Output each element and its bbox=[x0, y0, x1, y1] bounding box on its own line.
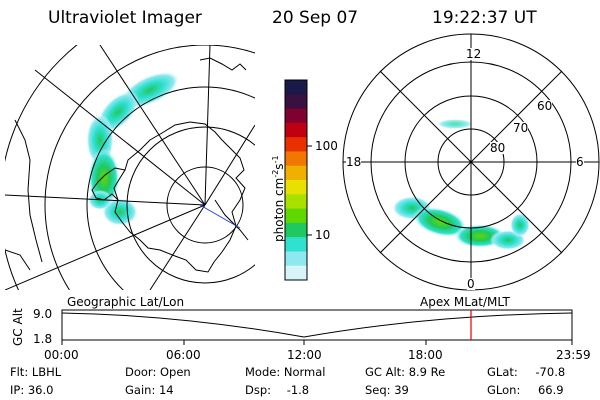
mlt-label-18: 18 bbox=[346, 155, 362, 169]
coastline-peninsula bbox=[91, 167, 126, 201]
ip-field: IP: 36.0 bbox=[10, 383, 54, 397]
geographic-map bbox=[5, 45, 255, 290]
mode-field: Mode: Normal bbox=[245, 365, 326, 379]
coastline-outer bbox=[5, 57, 249, 271]
timeline-x-tick-0: 00:00 bbox=[44, 348, 79, 362]
flt-field: Flt: LBHL bbox=[10, 365, 62, 379]
timeline-y-label: GC Alt bbox=[11, 308, 25, 346]
coastline bbox=[113, 121, 246, 273]
mlt-label-6: 6 bbox=[576, 155, 584, 169]
aurora-emission-right bbox=[392, 119, 530, 250]
timeline-ticks bbox=[61, 340, 573, 345]
colorbar-segment bbox=[285, 151, 307, 167]
mlt-label-12: 12 bbox=[466, 47, 482, 61]
colorbar-segment bbox=[285, 180, 307, 195]
gain-field: Gain: 14 bbox=[125, 383, 174, 397]
door-field: Door: Open bbox=[125, 365, 191, 379]
colorbar-tick-10: 10 bbox=[315, 228, 331, 242]
timeline-x-tick-3: 18:00 bbox=[408, 348, 443, 362]
altitude-curve bbox=[61, 312, 573, 338]
colorbar-segment bbox=[285, 194, 307, 210]
lat-label-80: 80 bbox=[490, 141, 506, 155]
timeline-plot bbox=[61, 309, 573, 345]
colorbar-segment bbox=[285, 80, 307, 95]
date-label: 20 Sep 07 bbox=[272, 8, 359, 28]
colorbar-segment bbox=[285, 108, 307, 124]
time-label: 19:22:37 UT bbox=[432, 8, 537, 28]
satellite-track bbox=[199, 204, 241, 229]
lat-label-70: 70 bbox=[513, 121, 529, 135]
colorbar bbox=[284, 79, 312, 281]
longitude-lines bbox=[5, 45, 255, 290]
colorbar-segment bbox=[285, 137, 307, 152]
timeline-x-tick-2: 12:00 bbox=[287, 348, 322, 362]
timeline-x-tick-4: 23:59 bbox=[556, 348, 591, 362]
colorbar-segment bbox=[285, 94, 307, 110]
dsp-field: Dsp: -1.8 bbox=[245, 383, 310, 397]
seq-field: Seq: 39 bbox=[365, 383, 409, 397]
colorbar-unit: photon cm-2s-1 bbox=[271, 155, 286, 242]
colorbar-tick-100: 100 bbox=[315, 139, 338, 153]
colorbar-segment bbox=[285, 265, 307, 281]
colorbar-segment bbox=[285, 208, 307, 224]
lat-label-60: 60 bbox=[537, 99, 553, 113]
gc-alt-field: GC Alt: 8.9 Re bbox=[365, 365, 446, 379]
timeline-x-tick-1: 06:00 bbox=[166, 348, 201, 362]
colorbar-segment bbox=[285, 237, 307, 252]
colorbar-segment bbox=[285, 251, 307, 267]
timeline-left-title: Geographic Lat/Lon bbox=[67, 295, 185, 309]
glon-field: GLon: 66.9 bbox=[487, 383, 564, 397]
mlt-label-0: 0 bbox=[467, 277, 475, 291]
glat-field: GLat: -70.8 bbox=[487, 365, 566, 379]
latitude-circles bbox=[5, 45, 255, 290]
timeline-y-tick-low: 1.8 bbox=[33, 332, 53, 346]
timeline-y-tick-high: 9.0 bbox=[33, 307, 53, 321]
colorbar-segment bbox=[285, 222, 307, 238]
instrument-title: Ultraviolet Imager bbox=[48, 8, 202, 28]
colorbar-segment bbox=[285, 165, 307, 181]
colorbar-segment bbox=[285, 122, 307, 138]
mlt-meridians bbox=[343, 34, 599, 290]
timeline-right-title: Apex MLat/MLT bbox=[420, 295, 510, 309]
magnetic-polar-plot bbox=[342, 33, 600, 291]
